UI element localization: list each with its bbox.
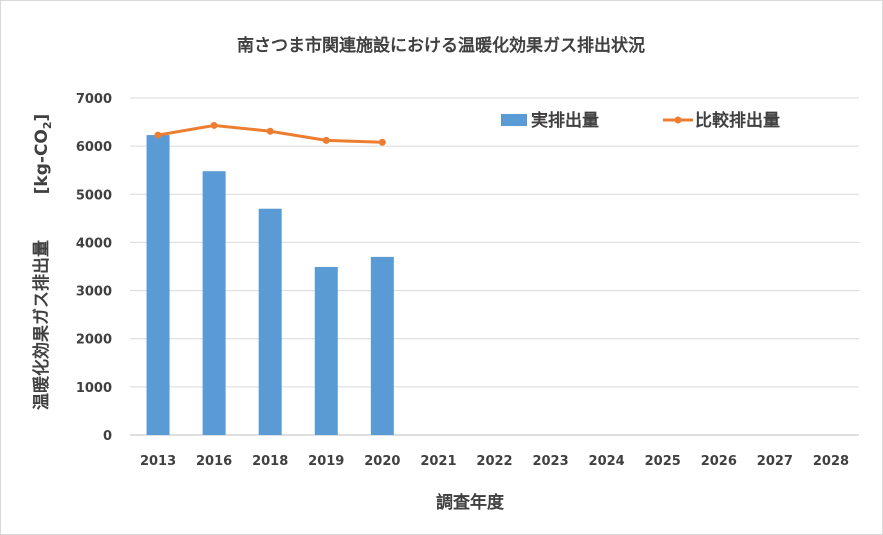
- legend-bar-swatch: [501, 114, 527, 126]
- x-tick-label: 2028: [813, 454, 849, 469]
- x-tick-label: 2020: [364, 454, 400, 469]
- y-axis-unit-prefix: [kg-CO: [32, 129, 52, 194]
- y-tick-label: 6000: [76, 140, 112, 155]
- y-tick-label: 0: [103, 429, 112, 444]
- y-tick-label: 1000: [76, 381, 112, 396]
- legend-bar-label: 実排出量: [531, 110, 599, 131]
- y-tick-label: 7000: [76, 92, 112, 107]
- bar: [370, 256, 394, 435]
- y-tick-label: 2000: [76, 333, 112, 348]
- y-axis-title: 温暖化効果ガス排出量: [31, 240, 52, 410]
- legend: 実排出量 比較排出量: [501, 110, 780, 131]
- x-tick-label: 2024: [589, 454, 625, 469]
- line-point: [378, 138, 386, 146]
- line-point: [210, 121, 218, 129]
- line-point: [266, 127, 274, 135]
- x-tick-label: 2023: [532, 454, 568, 469]
- y-tick-label: 4000: [76, 236, 112, 251]
- x-tick-label: 2025: [645, 454, 681, 469]
- bar: [314, 266, 338, 435]
- chart-title: 南さつま市関連施設における温暖化効果ガス排出状況: [237, 35, 645, 56]
- y-axis-unit-subscript: 2: [41, 121, 54, 129]
- x-tick-label: 2027: [757, 454, 793, 469]
- y-axis-unit-suffix: ]: [32, 114, 52, 122]
- x-tick-label: 2021: [420, 454, 456, 469]
- x-tick-label: 2018: [252, 454, 288, 469]
- line-point: [322, 136, 330, 144]
- y-axis-unit: [kg-CO2]: [32, 114, 54, 195]
- bar: [258, 208, 282, 435]
- line-point: [154, 131, 162, 139]
- bar-series: [146, 135, 394, 436]
- y-tick-labels: 0 1000 2000 3000 4000 5000 6000 7000: [76, 92, 112, 444]
- bar: [202, 171, 226, 436]
- line-series: [154, 121, 386, 146]
- legend-line-label: 比較排出量: [695, 110, 780, 131]
- x-tick-label: 2013: [140, 454, 176, 469]
- x-tick-labels: 2013 2016 2018 2019 2020 2021 2022 2023 2024 2025…: [140, 454, 849, 469]
- grid-lines: [130, 97, 859, 436]
- x-tick-label: 2016: [196, 454, 232, 469]
- y-tick-label: 5000: [76, 188, 112, 203]
- x-tick-label: 2019: [308, 454, 344, 469]
- bar: [146, 135, 170, 435]
- y-tick-label: 3000: [76, 285, 112, 300]
- legend-line-marker: [674, 116, 682, 124]
- x-axis-title: 調査年度: [436, 492, 505, 513]
- x-tick-label: 2026: [701, 454, 737, 469]
- x-tick-label: 2022: [476, 454, 512, 469]
- y-axis-title-group: 温暖化効果ガス排出量 [kg-CO2]: [31, 114, 54, 410]
